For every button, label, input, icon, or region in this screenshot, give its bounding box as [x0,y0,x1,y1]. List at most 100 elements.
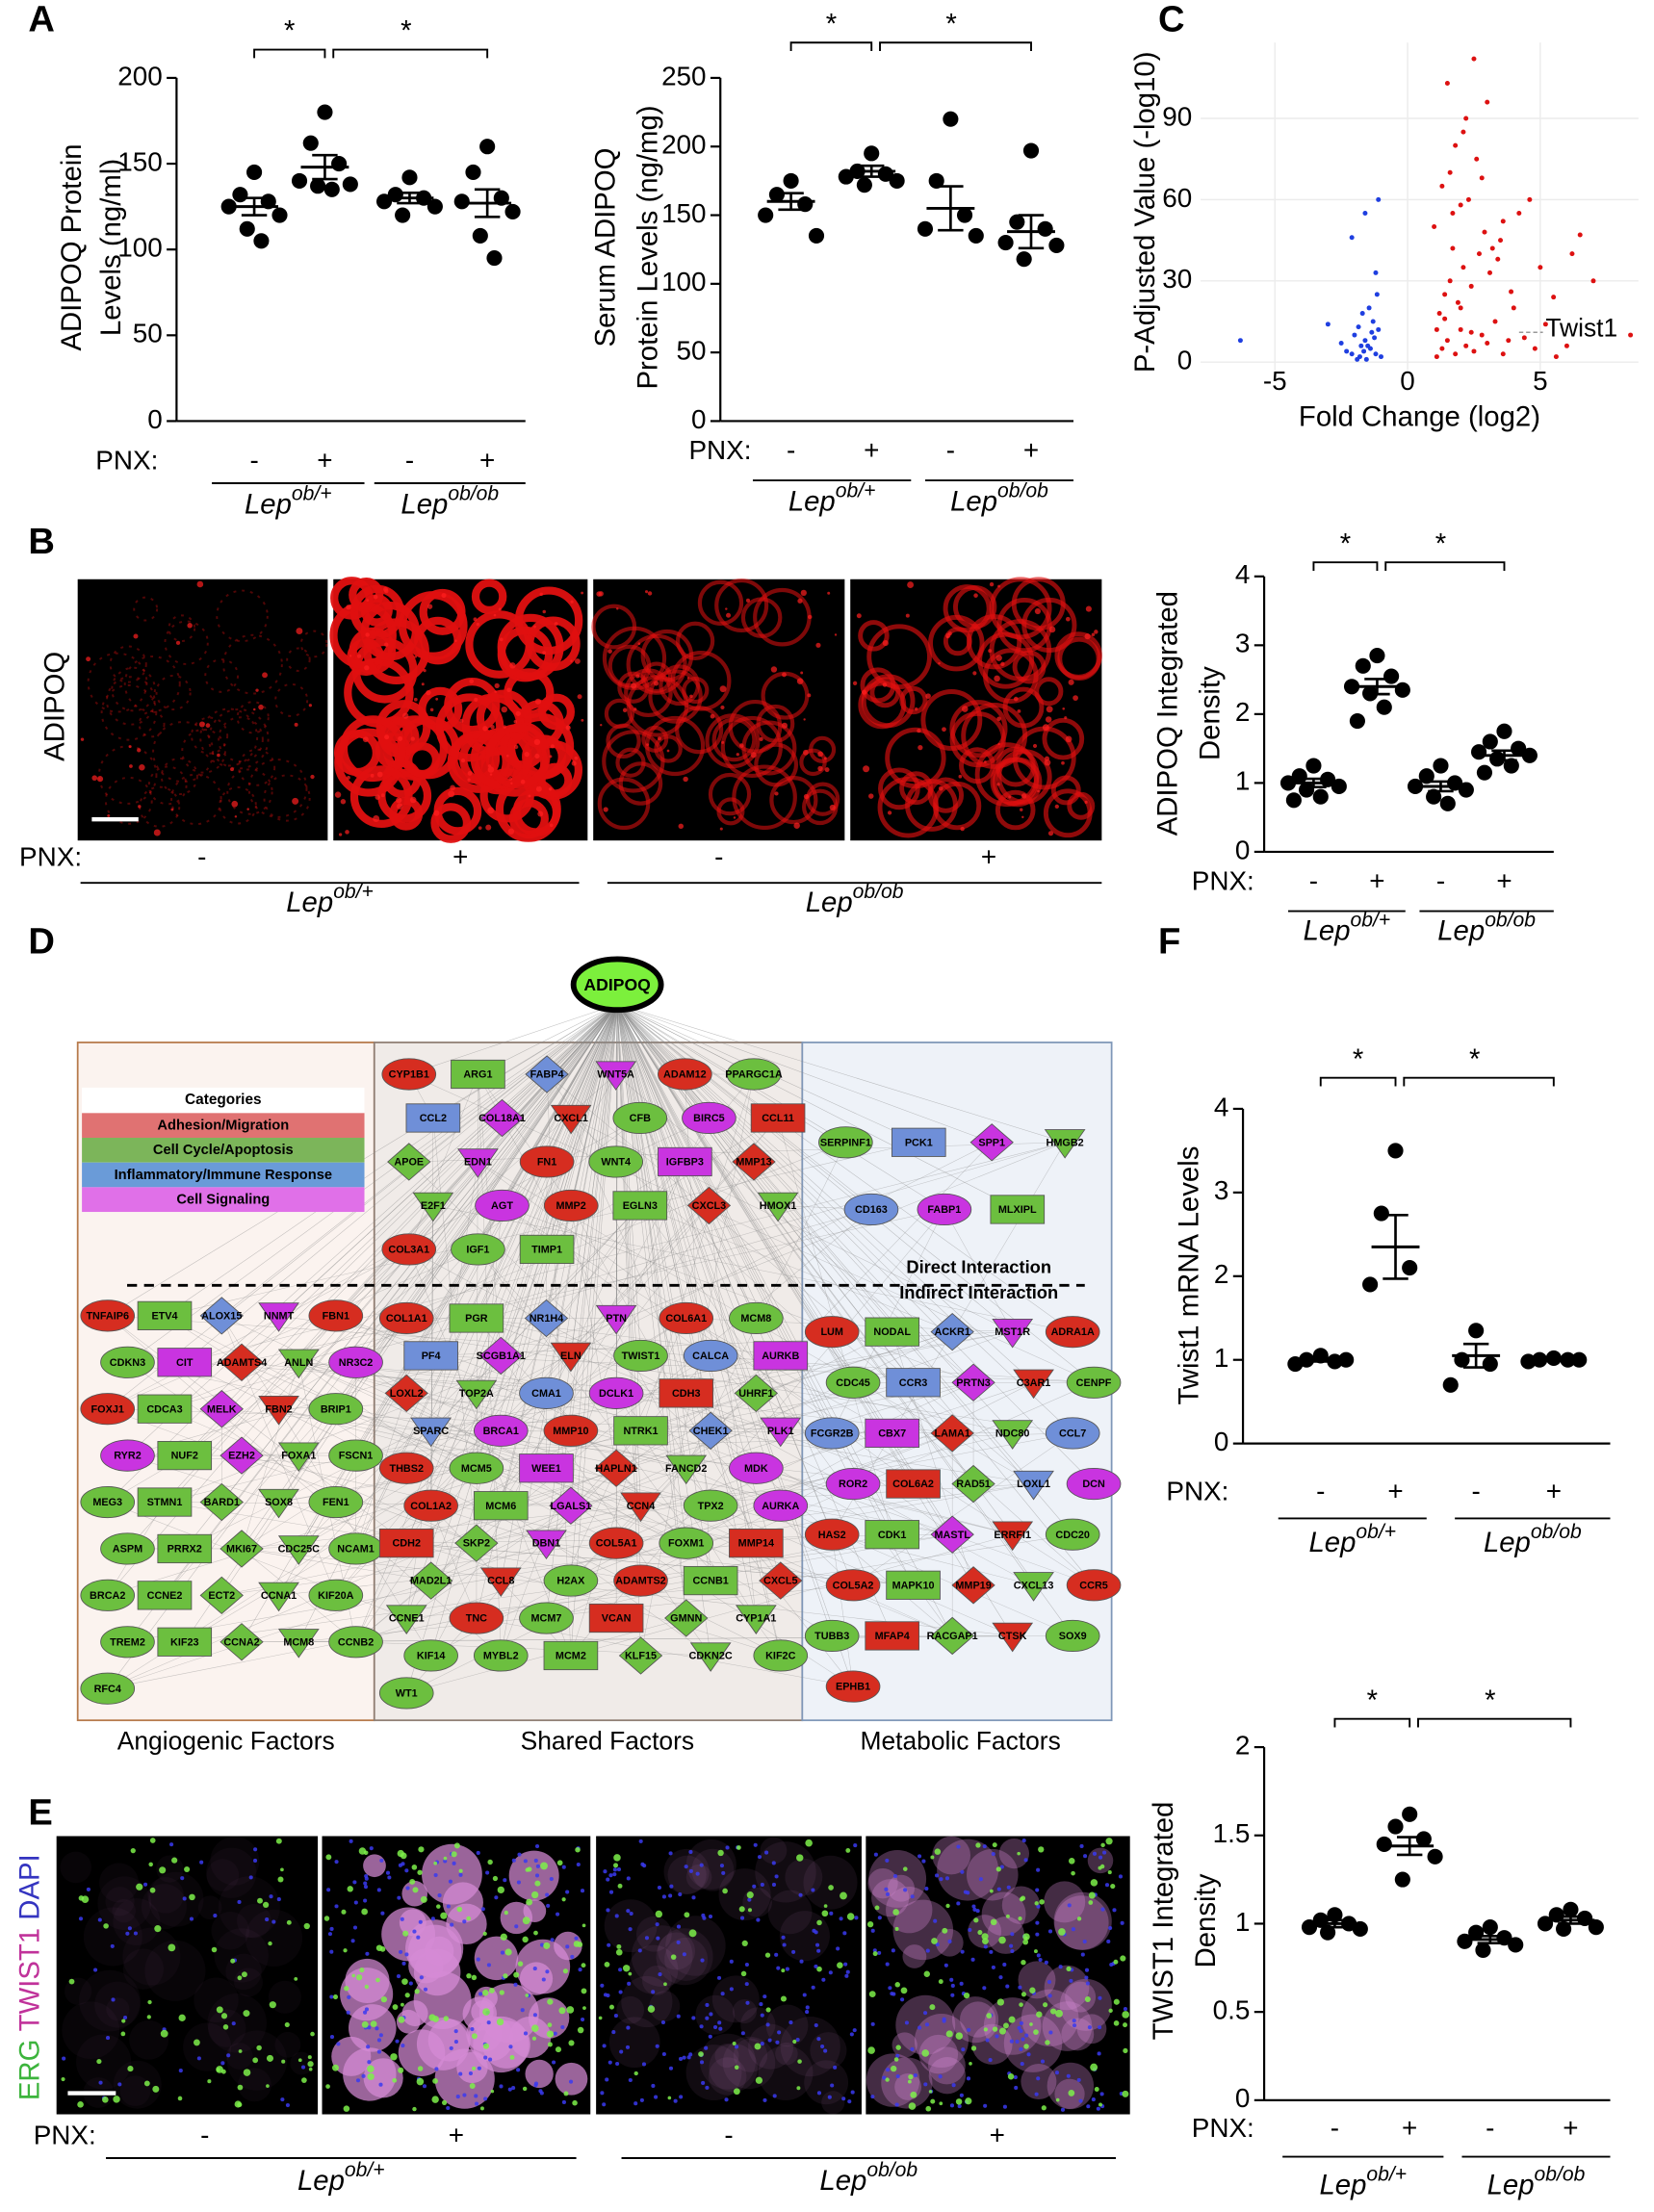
stain [740,2007,776,2043]
data-point [1436,311,1442,317]
gene-node: MST1R [992,1319,1034,1349]
stain [657,1885,662,1890]
gene-node: EPHB1 [825,1670,881,1703]
gene-label: MMP13 [736,1157,771,1169]
stain [398,2067,404,2073]
stain [549,1876,554,1882]
stain [431,2096,439,2103]
gene-node: ERRFI1 [992,1521,1034,1552]
panel-letter: D [28,920,55,962]
stain [277,1876,284,1883]
stain [220,2061,225,2066]
gene-label: DCN [1082,1479,1105,1490]
stain [960,1949,965,1954]
stain [325,1854,332,1861]
stain [882,682,888,687]
data-point [1349,351,1355,357]
gene-node: CDC45 [825,1366,881,1399]
gene-label: MCM6 [485,1501,516,1512]
stain [402,1930,409,1937]
edge [408,1073,478,1250]
stain [606,1908,610,1913]
stain [323,1916,330,1921]
stain [183,2022,232,2071]
stain [433,1872,438,1878]
node-shape [137,1394,193,1424]
stain [205,723,211,728]
stain [487,807,495,814]
stain [982,1986,987,1991]
genotype-label: Lepob/ob [1437,910,1536,947]
gene-label: ADRA1A [1051,1326,1095,1338]
stain [887,1874,915,1902]
stain [533,1858,538,1864]
pnx-sign: - [249,445,258,475]
stain [616,1995,645,2024]
pnx-sign: - [1309,866,1318,896]
stain [409,1878,416,1885]
gene-label: CDH2 [392,1538,421,1550]
stain [204,658,240,693]
stain [729,1959,734,1964]
stain [237,1903,271,1939]
stain [164,620,209,665]
y-tick-label: 3 [1214,1175,1229,1205]
stain [1120,1920,1124,1925]
gene-label: CALCA [692,1350,729,1362]
stain [504,668,555,719]
stain [530,2024,539,2032]
stain [1002,1962,1007,1968]
stain [709,2012,713,2017]
stain [955,2032,964,2040]
stain [989,581,995,587]
stain [691,1895,696,1900]
y-tick-label: 2 [1235,697,1251,727]
gene-node: KLF15 [618,1636,663,1675]
stain [829,804,836,811]
genotype-label: Lepob/ob [819,2159,917,2197]
stain [871,1879,910,1917]
stain [603,807,608,812]
stain [581,591,584,595]
stain [568,2040,575,2046]
node-shape [729,1452,784,1484]
micrograph [596,1836,862,2115]
edge [616,1004,686,1544]
stain [816,1919,822,1926]
stain [347,1994,351,1999]
stain [414,655,418,658]
stain [1120,1955,1126,1962]
data-point [1479,175,1485,181]
gene-node: CHEK1 [688,1411,733,1450]
stain [628,1971,633,1976]
data-point [1482,229,1487,235]
gene-label: CDC45 [836,1377,870,1389]
gene-label: HAS2 [818,1530,846,1541]
gene-node: PPARGC1A [725,1058,783,1091]
stain [1061,2018,1095,2051]
stain [887,810,892,815]
data-point [1301,1919,1318,1936]
stain [237,1899,242,1905]
data-point [1569,251,1575,257]
node-shape [865,1418,920,1449]
node-shape [157,1441,213,1471]
stain [152,2085,160,2093]
stain [520,779,526,784]
stain [62,2056,66,2061]
gene-node: MAPK10 [886,1570,941,1600]
stain [669,1884,674,1889]
genotype-base: Lep [1487,2169,1535,2200]
stain [629,1944,679,1994]
stain [814,1964,818,1968]
gene-node: IGF1 [451,1233,505,1266]
stain [474,2094,478,2098]
data-point [1457,1933,1473,1949]
panel-letter: C [1158,0,1185,39]
data-point [1387,1818,1404,1835]
stain [639,2097,644,2102]
node-shape [543,1564,599,1597]
genotype-base: Lep [788,485,836,517]
stain [1047,831,1054,836]
gene-label: EZH2 [228,1451,255,1462]
